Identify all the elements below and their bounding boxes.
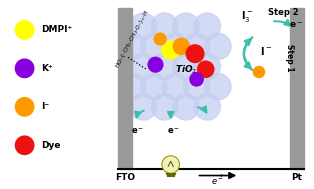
Text: I$_3^-$: I$_3^-$ xyxy=(241,9,253,24)
Circle shape xyxy=(205,33,231,60)
Text: $\overrightarrow{e^-}$: $\overrightarrow{e^-}$ xyxy=(211,173,225,187)
Circle shape xyxy=(15,97,35,117)
Circle shape xyxy=(183,74,210,100)
Circle shape xyxy=(161,40,180,60)
Text: DMPI⁺: DMPI⁺ xyxy=(41,25,73,34)
Text: Pt: Pt xyxy=(291,173,302,182)
Circle shape xyxy=(162,156,180,173)
Text: I⁻: I⁻ xyxy=(41,102,50,111)
Circle shape xyxy=(130,53,156,80)
Circle shape xyxy=(194,94,220,120)
Circle shape xyxy=(15,135,35,155)
Circle shape xyxy=(130,13,156,39)
Bar xyxy=(290,8,304,169)
Circle shape xyxy=(141,74,167,100)
Circle shape xyxy=(119,74,146,100)
Circle shape xyxy=(194,13,220,39)
Text: Step 2: Step 2 xyxy=(268,8,299,17)
Text: TiO$_2$: TiO$_2$ xyxy=(175,63,197,76)
Bar xyxy=(118,8,132,169)
Circle shape xyxy=(119,33,146,60)
Circle shape xyxy=(186,44,205,63)
Text: I$^-$: I$^-$ xyxy=(261,45,273,57)
Circle shape xyxy=(197,60,214,78)
Circle shape xyxy=(15,20,35,40)
Text: $\mathbf{e}^-$: $\mathbf{e}^-$ xyxy=(131,127,144,136)
Circle shape xyxy=(173,53,199,80)
Text: HO-{-CH$_2$-CH$_2$-O-}$_n$-H: HO-{-CH$_2$-CH$_2$-O-}$_n$-H xyxy=(113,8,152,70)
Circle shape xyxy=(154,33,167,46)
Circle shape xyxy=(162,74,188,100)
Circle shape xyxy=(189,72,204,87)
Circle shape xyxy=(130,94,156,120)
Circle shape xyxy=(194,53,220,80)
Circle shape xyxy=(253,66,265,78)
Circle shape xyxy=(147,57,164,73)
Circle shape xyxy=(151,94,178,120)
Circle shape xyxy=(205,74,231,100)
Circle shape xyxy=(173,94,199,120)
Circle shape xyxy=(151,13,178,39)
Text: Dye: Dye xyxy=(41,141,61,150)
Circle shape xyxy=(151,53,178,80)
Text: Step 1: Step 1 xyxy=(285,44,294,72)
Circle shape xyxy=(173,13,199,39)
Text: K⁺: K⁺ xyxy=(41,64,53,73)
Text: FTO: FTO xyxy=(115,173,135,182)
Circle shape xyxy=(162,33,188,60)
Circle shape xyxy=(183,33,210,60)
Text: $\mathbf{e}^-$: $\mathbf{e}^-$ xyxy=(167,127,180,136)
Circle shape xyxy=(15,58,35,78)
Circle shape xyxy=(141,33,167,60)
Text: $\mathbf{e}^-$: $\mathbf{e}^-$ xyxy=(290,20,303,30)
Circle shape xyxy=(173,38,190,55)
